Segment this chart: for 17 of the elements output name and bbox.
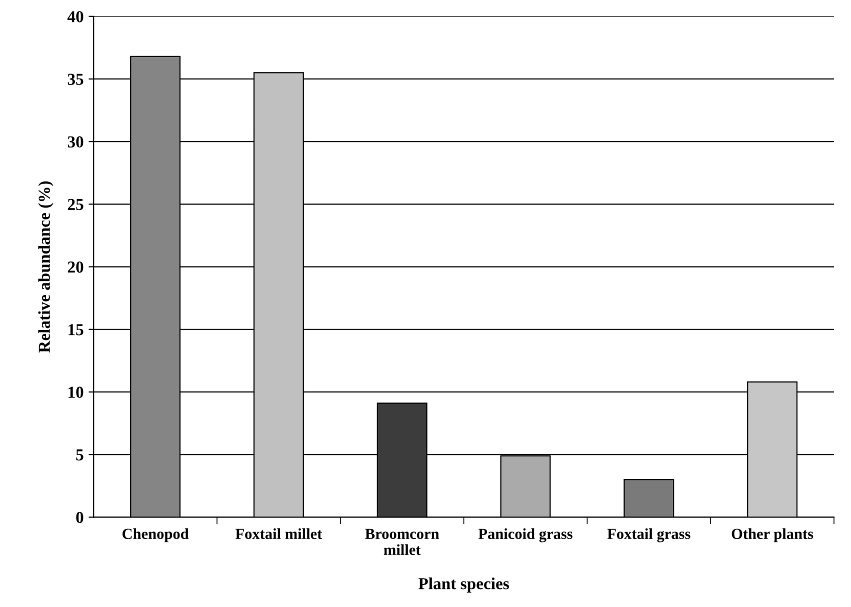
y-tick-label: 20 <box>68 261 84 273</box>
x-tick-label: Other plants <box>732 528 814 542</box>
x-tick-label: Broomcorn millet <box>365 528 440 555</box>
x-axis-title: Plant species <box>418 578 509 593</box>
x-tick-label: Chenopod <box>122 528 189 542</box>
x-tick-label: Foxtail grass <box>607 528 690 542</box>
y-tick-label: 40 <box>67 11 84 22</box>
y-tick-label: 25 <box>68 198 84 210</box>
x-tick-label: Panicoid grass <box>478 528 572 542</box>
y-tick-label: 5 <box>76 449 84 461</box>
y-tick-label: 30 <box>68 136 84 148</box>
y-tick-label: 35 <box>68 74 84 85</box>
y-tick-label: 10 <box>68 386 84 398</box>
x-tick-label: Foxtail millet <box>235 528 322 540</box>
y-axis-title: Relative abundance (%) <box>38 181 54 353</box>
y-tick-label: 15 <box>68 324 84 336</box>
y-tick-label: 0 <box>76 512 84 524</box>
